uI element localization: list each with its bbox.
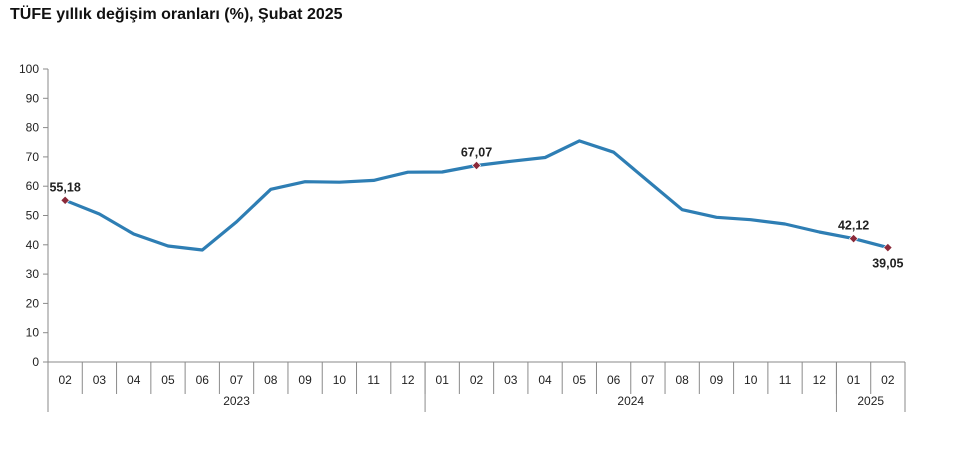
x-tick-label: 10 <box>744 373 758 387</box>
data-point-marker <box>471 160 482 171</box>
data-labels: 55,18 67,07 42,12 39,05 <box>49 145 903 270</box>
x-tick-label: 04 <box>538 373 552 387</box>
y-tick-label: 40 <box>26 238 40 252</box>
y-tick-label: 20 <box>26 296 40 310</box>
x-tick-label: 06 <box>196 373 210 387</box>
x-tick-label: 03 <box>504 373 518 387</box>
y-tick-label: 80 <box>26 121 40 135</box>
x-tick-label: 12 <box>813 373 827 387</box>
year-label: 2025 <box>857 394 884 408</box>
y-tick-label: 10 <box>26 326 40 340</box>
x-tick-label: 09 <box>710 373 724 387</box>
x-tick-label: 06 <box>607 373 621 387</box>
x-tick-label: 10 <box>333 373 347 387</box>
y-tick-label: 90 <box>26 91 40 105</box>
year-label: 2024 <box>617 394 644 408</box>
x-tick-label: 01 <box>436 373 450 387</box>
data-point-marker <box>848 233 859 244</box>
chart-title: TÜFE yıllık değişim oranları (%), Şubat … <box>10 6 343 23</box>
y-tick-label: 50 <box>26 209 40 223</box>
x-tick-label: 02 <box>881 373 895 387</box>
x-tick-label: 01 <box>847 373 861 387</box>
x-tick-label: 04 <box>127 373 141 387</box>
data-label: 67,07 <box>461 145 492 159</box>
axes <box>47 69 905 363</box>
data-point-marker <box>883 242 893 253</box>
year-label: 2023 <box>223 394 250 408</box>
x-axis-categories: 02 03 04 05 06 07 08 09 10 11 12 01 02 03 04 05 06 07 08 09… <box>47 362 906 394</box>
x-tick-label: 03 <box>93 373 107 387</box>
x-tick-label: 08 <box>264 373 278 387</box>
x-tick-label: 09 <box>298 373 312 387</box>
x-tick-label: 05 <box>161 373 175 387</box>
data-point-marker <box>60 195 70 205</box>
x-tick-label: 02 <box>58 373 72 387</box>
x-axis-years: 2023 2024 2025 <box>47 362 906 412</box>
y-tick-label: 0 <box>32 355 39 369</box>
x-tick-label: 11 <box>367 373 380 387</box>
x-tick-label: 12 <box>401 373 415 387</box>
data-label: 42,12 <box>838 219 869 233</box>
x-tick-label: 02 <box>470 373 484 387</box>
data-label: 39,05 <box>872 257 903 271</box>
x-tick-label: 07 <box>641 373 655 387</box>
y-tick-label: 30 <box>26 267 40 281</box>
x-tick-label: 08 <box>676 373 690 387</box>
y-tick-label: 100 <box>19 62 39 76</box>
data-label: 55,18 <box>49 180 80 194</box>
y-tick-label: 70 <box>26 150 40 164</box>
x-tick-label: 11 <box>779 373 792 387</box>
data-markers <box>60 160 893 253</box>
y-axis-ticks: 0 10 20 30 40 50 60 70 80 90 100 <box>19 62 48 369</box>
x-tick-label: 07 <box>230 373 244 387</box>
x-tick-label: 05 <box>573 373 587 387</box>
y-tick-label: 60 <box>26 179 40 193</box>
